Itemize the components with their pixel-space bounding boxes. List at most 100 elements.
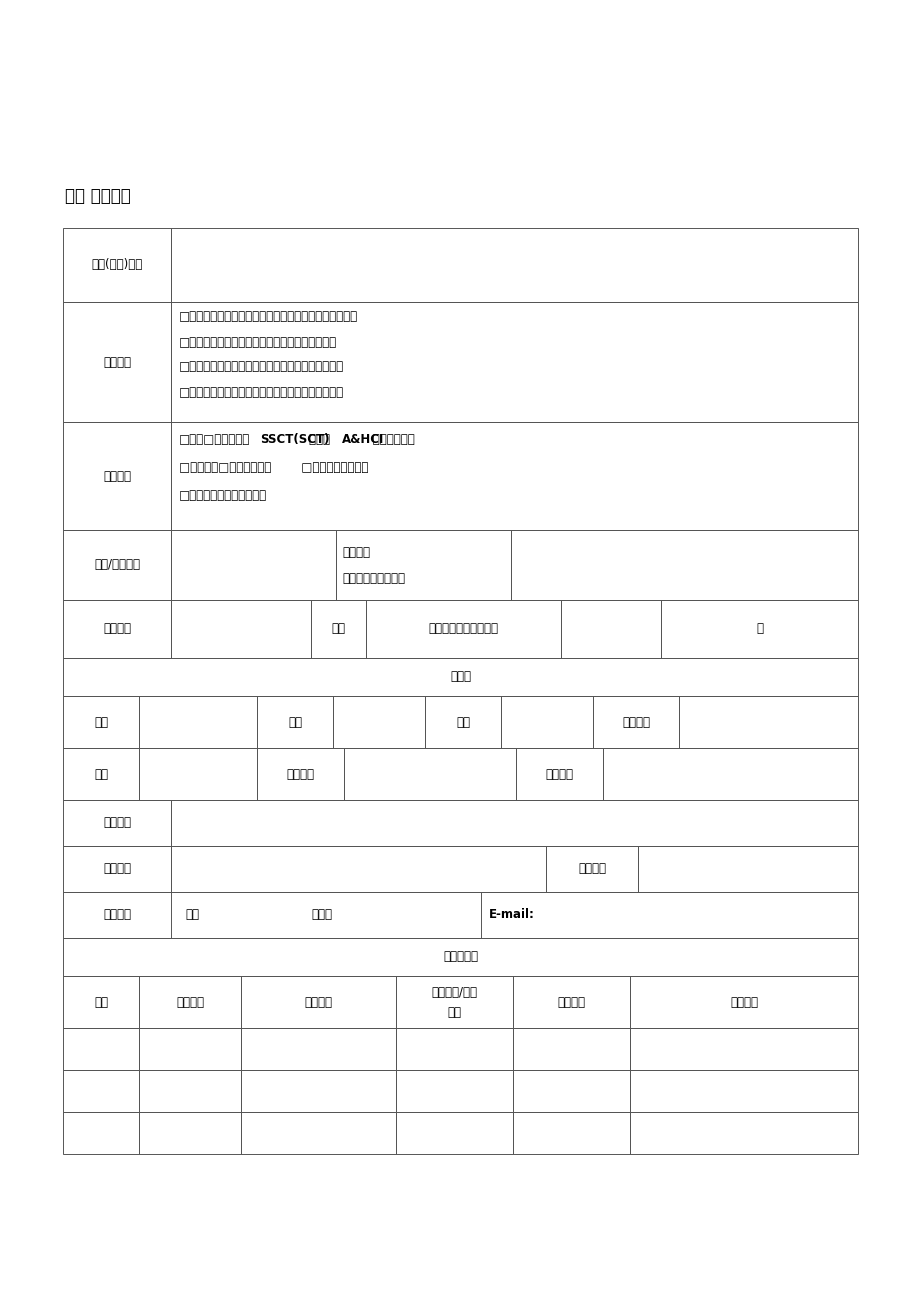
Text: 通讯地址: 通讯地址 [103, 863, 130, 876]
Text: 姓名: 姓名 [94, 995, 108, 1008]
Bar [62, 422, 171, 530]
Text: 一、 基本信息: 一、 基本信息 [65, 187, 130, 206]
Text: 出生日期: 出生日期 [621, 716, 650, 729]
Text: □专著□国内权威、: □专著□国内权威、 [179, 432, 250, 445]
Bar [561, 600, 660, 658]
Bar [62, 938, 857, 976]
Bar [630, 1069, 857, 1112]
Bar [256, 748, 344, 800]
Bar [545, 846, 637, 892]
Text: 办：: 办： [185, 908, 199, 921]
Bar [366, 600, 561, 658]
Bar [62, 696, 139, 748]
Text: 研究专长: 研究专长 [557, 995, 584, 1008]
Text: 职务: 职务 [94, 768, 108, 781]
Bar [62, 1112, 139, 1154]
Text: 性别: 性别 [288, 716, 301, 729]
Text: 成果字数: 成果字数 [103, 622, 130, 635]
Bar [333, 696, 425, 748]
Bar [311, 600, 366, 658]
Text: 专业职称: 专业职称 [286, 768, 314, 781]
Bar [139, 976, 241, 1028]
Bar [171, 302, 857, 422]
Bar [62, 228, 171, 302]
Bar [139, 696, 256, 748]
Text: □系列丛书□三报一张文章        □浙江宣传录用文章: □系列丛书□三报一张文章 □浙江宣传录用文章 [179, 461, 368, 474]
Bar [513, 1112, 630, 1154]
Bar [395, 1112, 513, 1154]
Bar [513, 1069, 630, 1112]
Text: 职务: 职务 [447, 1006, 461, 1019]
Bar [139, 1028, 241, 1069]
Bar [602, 748, 857, 800]
Bar [593, 696, 678, 748]
Text: 专业职称/行政: 专业职称/行政 [431, 986, 477, 999]
Bar [678, 696, 857, 748]
Text: 承担任务: 承担任务 [729, 995, 757, 1008]
Bar [62, 658, 857, 696]
Bar [241, 1028, 395, 1069]
Bar [516, 748, 602, 800]
Text: 联系电话: 联系电话 [103, 908, 130, 921]
Bar [62, 800, 171, 846]
Bar [660, 600, 857, 658]
Bar [513, 1028, 630, 1069]
Text: 一区或: 一区或 [309, 432, 334, 445]
Bar [630, 1028, 857, 1069]
Bar [62, 530, 171, 600]
Bar [395, 1028, 513, 1069]
Bar [241, 1112, 395, 1154]
Text: 主要参加者: 主要参加者 [443, 951, 478, 964]
Text: SSCT(SCT): SSCT(SCT) [260, 432, 329, 445]
Bar [62, 1028, 139, 1069]
Text: 出生日期: 出生日期 [176, 995, 204, 1008]
Text: 网络发声类成果点击量: 网络发声类成果点击量 [428, 622, 498, 635]
Text: 研究专长: 研究专长 [545, 768, 573, 781]
Text: 姓名: 姓名 [94, 716, 108, 729]
Bar [171, 422, 857, 530]
Bar [637, 846, 857, 892]
Bar [425, 696, 501, 748]
Bar [241, 1069, 395, 1112]
Bar [513, 976, 630, 1028]
Bar [62, 600, 171, 658]
Text: 工作单位: 工作单位 [304, 995, 332, 1008]
Text: 负责人: 负责人 [449, 670, 471, 683]
Text: 发表刷物、媒体名称: 发表刷物、媒体名称 [342, 572, 404, 585]
Text: 课题(成果)名称: 课题(成果)名称 [91, 259, 142, 272]
Text: 发表/出版时间: 发表/出版时间 [94, 558, 140, 571]
Bar [139, 748, 256, 800]
Bar [62, 976, 139, 1028]
Text: 万: 万 [755, 622, 762, 635]
Bar [630, 976, 857, 1028]
Bar [171, 530, 335, 600]
Bar [171, 800, 857, 846]
Bar [62, 302, 171, 422]
Bar [171, 228, 857, 302]
Text: □马列、科社、党史党建口哲学、宗教学口政治学口法学: □马列、科社、党史党建口哲学、宗教学口政治学口法学 [179, 311, 357, 324]
Bar [62, 892, 857, 938]
Bar [344, 748, 516, 800]
Text: 千字: 千字 [331, 622, 346, 635]
Text: E-mail:: E-mail: [489, 908, 534, 921]
Text: 收录期刊论文: 收录期刊论文 [369, 432, 414, 445]
Bar [510, 530, 857, 600]
Text: □中国文学口中国语言学口外国语言与文学口新闻学: □中国文学口中国语言学口外国语言与文学口新闻学 [179, 360, 344, 373]
Text: 工作单位: 工作单位 [103, 817, 130, 830]
Bar [139, 1112, 241, 1154]
Bar [256, 696, 333, 748]
Text: □中央及省级主流媒体成果: □中央及省级主流媒体成果 [179, 489, 267, 502]
Bar [241, 976, 395, 1028]
Bar [62, 748, 139, 800]
Bar [630, 1112, 857, 1154]
Text: □教育学口文献整理、图书情报、博物馆学口文化学: □教育学口文献整理、图书情报、博物馆学口文化学 [179, 385, 344, 398]
Bar [501, 696, 593, 748]
Text: □理论经济口应用经济口管理学口社会学口历史学: □理论经济口应用经济口管理学口社会学口历史学 [179, 336, 336, 349]
Bar [335, 530, 510, 600]
Text: 学科分类: 学科分类 [103, 355, 130, 368]
Bar [62, 846, 171, 892]
Bar [395, 1069, 513, 1112]
Bar [139, 1069, 241, 1112]
Text: 手机：: 手机： [311, 908, 332, 921]
Bar [171, 600, 311, 658]
